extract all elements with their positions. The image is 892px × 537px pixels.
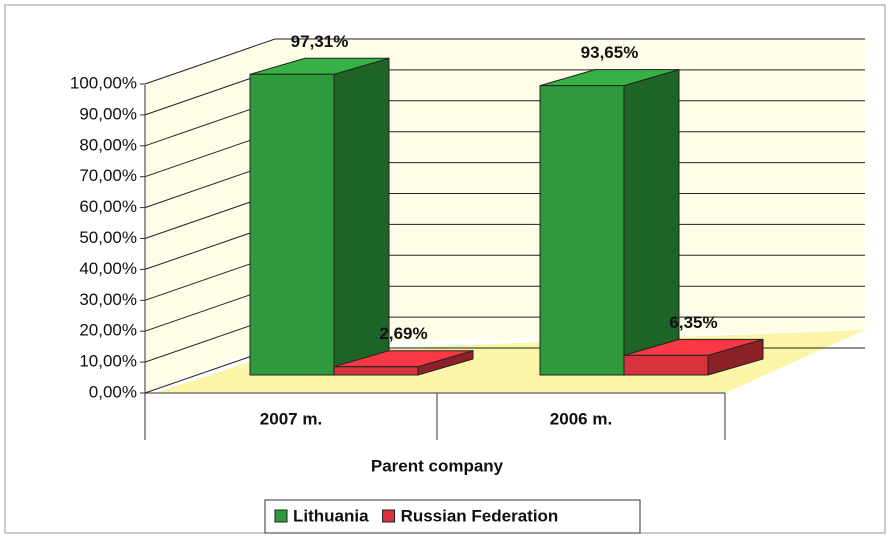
bar-front	[333, 366, 419, 376]
legend	[264, 499, 641, 534]
bar	[333, 350, 474, 376]
y-tick-label: 80,00%	[79, 135, 137, 154]
data-label: 97,31%	[291, 32, 349, 51]
bar-front	[249, 73, 335, 376]
y-tick-label: 0,00%	[89, 382, 137, 401]
legend-label: Russian Federation	[401, 506, 559, 525]
x-tick-label: 2006 m.	[550, 409, 612, 428]
data-label: 93,65%	[581, 43, 639, 62]
grid-line	[144, 38, 865, 85]
y-tick-label: 100,00%	[70, 73, 137, 92]
legend-swatch	[382, 509, 396, 523]
legend-label: Lithuania	[293, 506, 369, 525]
data-label: 6,35%	[669, 313, 717, 332]
bar	[623, 338, 764, 376]
legend-swatch	[274, 509, 288, 523]
bar-front	[539, 85, 625, 376]
x-tick-label: 2007 m.	[260, 409, 322, 428]
x-axis-label: Parent company	[371, 456, 504, 475]
data-label: 2,69%	[379, 324, 427, 343]
bar	[249, 57, 390, 376]
y-tick-label: 40,00%	[79, 259, 137, 278]
y-tick-label: 60,00%	[79, 197, 137, 216]
y-tick-label: 10,00%	[79, 352, 137, 371]
bar	[539, 68, 680, 376]
y-tick-label: 20,00%	[79, 321, 137, 340]
y-tick-label: 70,00%	[79, 166, 137, 185]
y-tick-label: 50,00%	[79, 228, 137, 247]
bar-front	[623, 354, 709, 376]
y-tick-label: 90,00%	[79, 104, 137, 123]
y-tick-label: 30,00%	[79, 290, 137, 309]
